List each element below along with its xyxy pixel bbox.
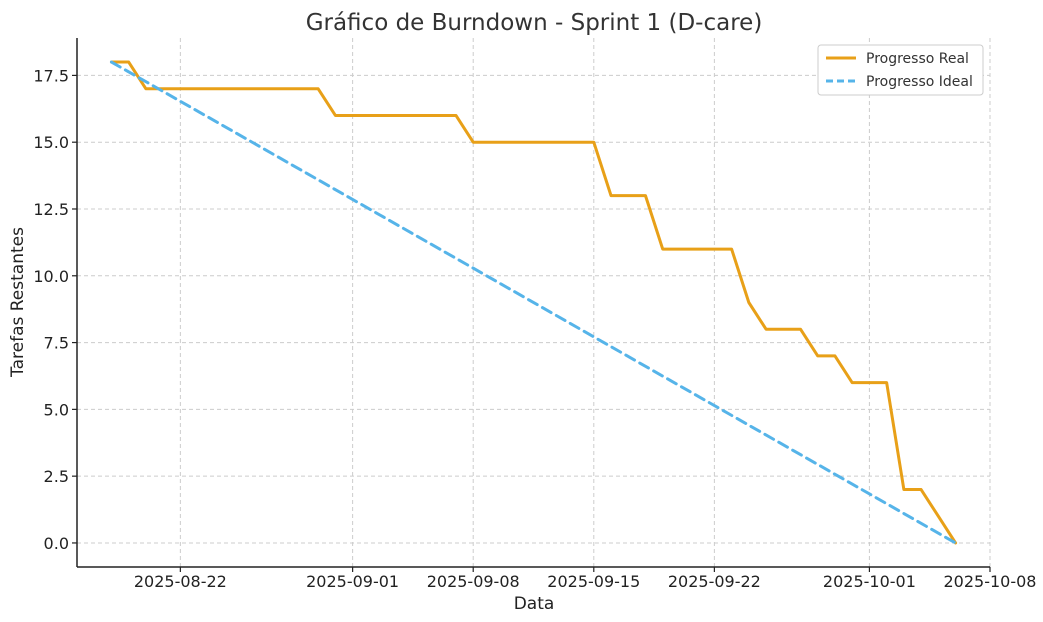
series-group <box>109 60 958 545</box>
x-axis-label: Data <box>514 594 555 614</box>
x-tick-label-2025-09-08: 2025-09-08 <box>427 572 520 591</box>
x-tick-label-2025-09-01: 2025-09-01 <box>306 572 399 591</box>
x-axis-ticks: 2025-08-22 2025-09-01 2025-09-08 2025-09-15… <box>134 567 1037 591</box>
legend-box <box>817 44 984 96</box>
y-tick-label-15-0: 15.0 <box>33 133 69 152</box>
x-tick-label-2025-08-22: 2025-08-22 <box>134 572 227 591</box>
x-tick-label-2025-10-08: 2025-10-08 <box>944 572 1037 591</box>
y-axis-label: Tarefas Restantes <box>8 227 28 378</box>
y-tick-label-0-0: 0.0 <box>44 534 69 553</box>
y-tick-label-10-0: 10.0 <box>33 267 69 286</box>
y-axis-ticks: 0.0 2.5 5.0 7.5 10.0 12.5 15.0 17.5 <box>33 66 77 553</box>
chart-title: Gráfico de Burndown - Sprint 1 (D-care) <box>306 10 763 36</box>
legend-label-progresso-real: Progresso Real <box>866 51 969 67</box>
series-line-progresso-ideal <box>109 60 958 545</box>
y-tick-label-5-0: 5.0 <box>44 400 69 419</box>
axes <box>76 38 990 568</box>
y-tick-label-7-5: 7.5 <box>44 334 69 353</box>
y-tick-label-17-5: 17.5 <box>33 66 69 85</box>
y-tick-label-2-5: 2.5 <box>44 467 69 486</box>
y-tick-label-12-5: 12.5 <box>33 200 69 219</box>
x-tick-label-2025-09-15: 2025-09-15 <box>547 572 640 591</box>
legend: Progresso Real Progresso Ideal <box>817 44 984 96</box>
x-tick-label-2025-10-01: 2025-10-01 <box>823 572 916 591</box>
series-line-progresso-real <box>109 60 958 545</box>
legend-label-progresso-ideal: Progresso Ideal <box>866 74 973 90</box>
x-tick-label-2025-09-22: 2025-09-22 <box>668 572 761 591</box>
